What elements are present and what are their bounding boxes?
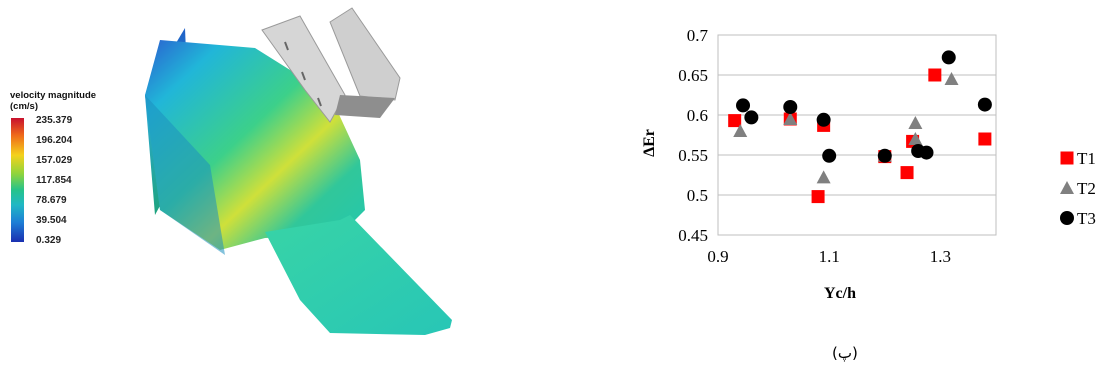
data-point-t3: [919, 145, 934, 160]
baffle-base: [335, 95, 395, 118]
data-point-t3: [744, 110, 759, 125]
data-point-t3: [977, 97, 992, 112]
data-point-t2: [816, 170, 831, 184]
colorbar-tick: 235.379: [36, 115, 73, 126]
y-tick-label: 0.65: [678, 66, 708, 85]
scatter-chart-panel: 0.45 0.5 0.55 0.6 0.65 0.7 0.9 1.1 1.3 ΔEr Yc/h…: [640, 0, 1104, 371]
x-tick-label: 1.3: [930, 247, 951, 266]
data-point-t2: [783, 112, 798, 125]
baffle-right: [329, 7, 401, 101]
data-point-t2: [733, 124, 748, 137]
legend-marker-t1: [1060, 151, 1074, 165]
colorbar-tick: 157.029: [36, 155, 73, 166]
data-point-t3: [822, 148, 837, 163]
y-axis-ticks: 0.45 0.5 0.55 0.6 0.65 0.7: [678, 26, 708, 245]
x-tick-label: 0.9: [707, 247, 728, 266]
chart-marks: [728, 50, 992, 204]
colorbar-tick: 0.329: [36, 235, 62, 246]
cfd-flow-render: [145, 7, 452, 335]
y-tick-label: 0.5: [687, 186, 708, 205]
x-axis-ticks: 0.9 1.1 1.3: [707, 247, 951, 266]
legend-label-t1: T1: [1077, 149, 1096, 168]
outlet-chute: [265, 215, 452, 335]
colorbar-tick: 196.204: [36, 135, 73, 146]
data-point-t1: [728, 114, 742, 128]
y-tick-label: 0.6: [687, 106, 708, 125]
y-tick-label: 0.45: [678, 226, 708, 245]
data-point-t2: [944, 72, 959, 85]
colorbar: [11, 118, 24, 242]
y-tick-label: 0.7: [687, 26, 709, 45]
legend-marker-t2: [1060, 181, 1074, 194]
data-point-t3: [816, 112, 831, 127]
scatter-chart: 0.45 0.5 0.55 0.6 0.65 0.7 0.9 1.1 1.3 ΔEr Yc/h…: [641, 26, 1096, 302]
data-point-t2: [908, 132, 923, 145]
colorbar-tick: 39.504: [36, 215, 67, 226]
legend-label-t3: T3: [1077, 209, 1096, 228]
chart-grid: [717, 34, 997, 236]
data-point-t3: [736, 98, 751, 113]
data-point-t1: [811, 190, 825, 204]
data-point-t3: [877, 148, 892, 163]
legend-marker-t3: [1060, 211, 1074, 225]
data-point-t1: [978, 132, 992, 146]
chart-legend: T1 T2 T3: [1060, 149, 1096, 228]
data-point-t1: [900, 166, 914, 180]
plot-area: [717, 34, 997, 236]
colorbar-tick: 117.854: [36, 175, 72, 186]
data-point-t3: [941, 50, 956, 65]
y-axis-label: ΔEr: [641, 129, 658, 157]
data-point-t1: [928, 68, 942, 82]
y-tick-label: 0.55: [678, 146, 708, 165]
data-point-t2: [908, 116, 923, 129]
legend-label-t2: T2: [1077, 179, 1096, 198]
figure-caption: (پ): [832, 344, 858, 362]
data-point-t3: [783, 100, 798, 114]
colorbar-title: velocity magnitude (cm/s): [10, 90, 97, 112]
colorbar-tick: 78.679: [36, 195, 67, 206]
block-front-face: [145, 95, 225, 255]
x-tick-label: 1.1: [819, 247, 840, 266]
cfd-velocity-figure: velocity magnitude (cm/s) 235.379 196.20…: [0, 0, 520, 371]
x-axis-label: Yc/h: [824, 285, 856, 302]
